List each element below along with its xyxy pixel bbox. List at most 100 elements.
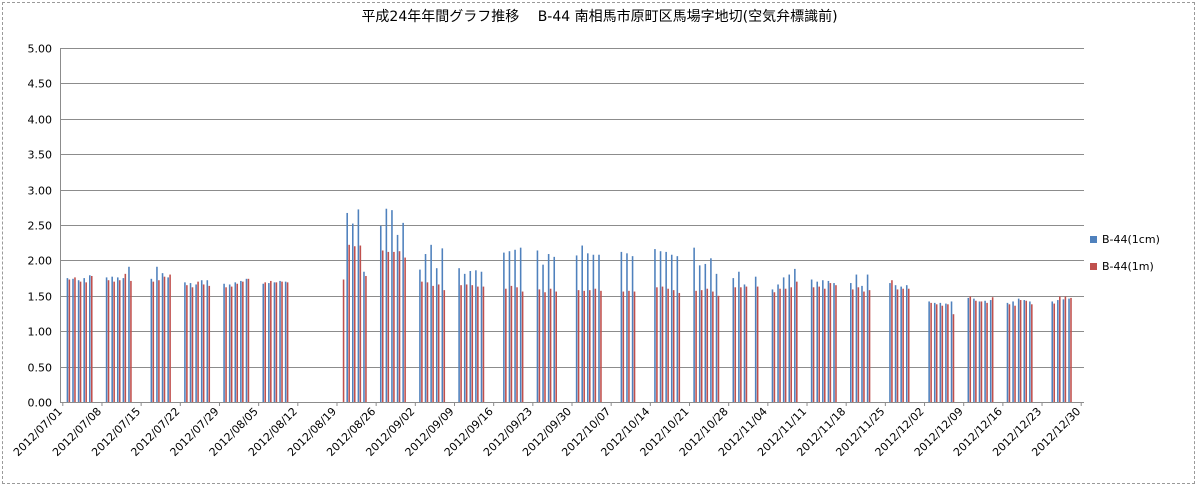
bar-b44-1m (163, 276, 166, 402)
bar-b44-1m (896, 289, 899, 402)
bar-b44-1cm (352, 223, 354, 402)
axes-layer: 0.00 0.50 1.00 1.50 2.00 2.50 3.00 3.50 4.00 4.50… (11, 43, 1084, 459)
bar-b44-1cm (833, 283, 835, 402)
bar-b44-1cm (1023, 300, 1026, 402)
bar-b44-1cm (542, 264, 544, 402)
bar-b44-1m (186, 285, 188, 402)
y-tick-label: 3.50 (28, 149, 53, 162)
bar-b44-1cm (161, 273, 164, 402)
bar-b44-1m (359, 245, 362, 402)
bar-b44-1m (353, 246, 356, 402)
bar-b44-1cm (475, 270, 477, 402)
bar-b44-1m (107, 280, 110, 402)
bar-b44-1m (773, 292, 776, 402)
y-tick-label: 5.00 (28, 43, 53, 56)
bar-b44-1cm (816, 281, 819, 402)
bar-b44-1m (717, 295, 720, 402)
bar-b44-1m (152, 281, 155, 402)
bar-b44-1m (443, 290, 446, 402)
bar-b44-1cm (777, 284, 779, 402)
bar-b44-1cm (900, 286, 902, 402)
legend-label: B-44(1cm) (1102, 233, 1160, 246)
bar-b44-1cm (967, 297, 970, 402)
bar-b44-1m (393, 251, 395, 402)
bar-b44-1m (387, 251, 390, 402)
bar-b44-1m (891, 280, 893, 402)
bar-b44-1m (790, 287, 792, 402)
bar-b44-1cm (810, 279, 813, 402)
bar-b44-1cm (519, 247, 522, 402)
bar-b44-1cm (850, 283, 852, 402)
bar-b44-1m (404, 257, 406, 402)
bar-b44-1cm (385, 208, 388, 402)
bar-b44-1cm (189, 283, 192, 402)
bar-b44-1cm (363, 271, 365, 402)
bar-b44-1m (672, 290, 675, 402)
bar-b44-1m (437, 284, 440, 402)
bar-b44-1cm (788, 274, 791, 402)
bar-b44-1m (482, 286, 485, 402)
bar-b44-1cm (1062, 299, 1065, 402)
bar-b44-1cm (598, 254, 600, 402)
bar-b44-1cm (184, 282, 186, 402)
bar-b44-1cm (659, 251, 662, 402)
bar-b44-1m (510, 285, 513, 402)
bar-b44-1cm (620, 251, 623, 402)
bar-b44-1cm (245, 278, 248, 402)
bar-b44-1cm (240, 280, 242, 402)
bar-b44-1cm (889, 283, 891, 402)
bar-b44-1m (225, 287, 227, 402)
bar-b44-1m (980, 301, 983, 402)
bar-b44-1m (1008, 304, 1011, 402)
bar-b44-1cm (587, 253, 589, 402)
bar-b44-1m (381, 250, 384, 402)
bar-b44-1cm (508, 251, 511, 402)
bar-b44-1cm (654, 249, 656, 402)
bar-b44-1m (812, 287, 815, 402)
bar-b44-1cm (704, 263, 707, 402)
bar-b44-1cm (228, 284, 231, 402)
bar-b44-1m (594, 288, 597, 402)
bar-b44-1m (952, 314, 955, 402)
bar-b44-1cm (430, 244, 432, 402)
bar-b44-1m (622, 291, 625, 402)
bar-b44-1cm (710, 258, 712, 402)
bar-b44-1cm (200, 280, 203, 402)
bar-b44-1cm (1057, 300, 1059, 402)
bar-b44-1m (191, 287, 194, 402)
bar-b44-1cm (514, 249, 516, 402)
bar-b44-1cm (1051, 301, 1054, 402)
bar-b44-1m (1019, 300, 1022, 402)
bar-b44-1cm (592, 254, 595, 402)
bar-b44-1m (734, 287, 737, 402)
bar-b44-1m (281, 281, 283, 402)
bar-b44-1cm (794, 268, 796, 402)
bar-b44-1cm (732, 278, 735, 402)
bar-b44-1m (661, 286, 664, 402)
bar-b44-1m (432, 285, 434, 402)
bar-b44-1m (426, 282, 429, 402)
bar-b44-1cm (279, 280, 281, 402)
bar-b44-1m (230, 286, 233, 402)
bar-b44-1m (656, 287, 658, 402)
bar-b44-1cm (855, 274, 858, 402)
bar-b44-1cm (771, 289, 774, 402)
bar-b44-1cm (156, 266, 158, 402)
bar-b44-1m (521, 291, 524, 402)
bar-b44-1cm (503, 252, 505, 402)
legend-swatch (1090, 263, 1097, 270)
bar-b44-1cm (273, 282, 276, 402)
bar-b44-1cm (1068, 298, 1070, 402)
bar-b44-1m (365, 275, 367, 402)
bar-b44-1cm (894, 285, 897, 402)
bar-b44-1m (588, 290, 591, 402)
bar-b44-1cm (989, 300, 992, 402)
bar-b44-1cm (150, 278, 153, 402)
bar-b44-1cm (66, 278, 69, 402)
bar-b44-1cm (346, 212, 348, 402)
bar-b44-1cm (424, 254, 427, 402)
bar-b44-1m (851, 289, 854, 402)
bar-b44-1m (700, 290, 703, 402)
bar-b44-1m (460, 285, 462, 402)
bar-b44-1m (784, 288, 787, 402)
